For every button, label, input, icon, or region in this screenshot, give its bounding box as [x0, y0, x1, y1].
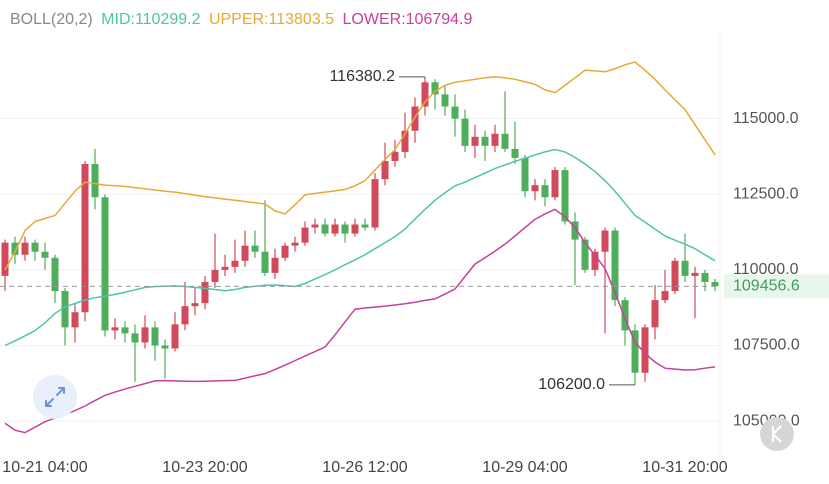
candle-body: [421, 82, 429, 107]
price-tag-label: 109456.6: [733, 278, 800, 295]
overlay: 105000.0107500.0110000.0112500.0115000.0…: [0, 68, 829, 476]
candle-body: [631, 330, 639, 373]
candle-body: [81, 164, 89, 313]
candle-body: [121, 327, 129, 334]
candle-body: [471, 136, 479, 146]
candle-body: [111, 327, 119, 331]
candle-body: [181, 306, 189, 325]
legend: BOLL(20,2) MID:110299.2 UPPER:113803.5 L…: [10, 11, 472, 28]
band-line: [4, 148, 716, 347]
candle-body: [461, 118, 469, 146]
candle-body: [171, 324, 179, 349]
candle-body: [241, 245, 249, 261]
candle-body: [331, 224, 339, 234]
candle-body: [621, 300, 629, 331]
candle-body: [251, 245, 259, 252]
candle-body: [381, 160, 389, 180]
y-tick-label: 110000.0: [733, 261, 799, 278]
candle-body: [541, 185, 549, 198]
grid: [0, 118, 720, 422]
candle-body: [601, 230, 609, 252]
candle-body: [301, 227, 309, 243]
candle-body: [441, 94, 449, 107]
band-line: [4, 61, 716, 271]
candle-body: [511, 148, 519, 158]
candle-body: [41, 251, 49, 258]
candle-body: [21, 242, 29, 255]
candle-body: [581, 239, 589, 270]
candle-body: [321, 224, 329, 234]
expand-button[interactable]: [33, 375, 77, 419]
x-tick-label: 10-23 20:00: [162, 459, 248, 476]
candle-body: [551, 170, 559, 198]
candle-body: [591, 251, 599, 270]
candle-body: [571, 221, 579, 240]
candle-body: [531, 185, 539, 192]
candle-body: [131, 333, 139, 343]
candle-body: [701, 272, 709, 282]
candle-body: [231, 260, 239, 267]
plot-area: [1, 61, 719, 434]
candle-body: [261, 251, 269, 273]
candle-body: [221, 266, 229, 270]
candle-body: [411, 106, 419, 131]
candle-body: [51, 257, 59, 292]
candle-body: [191, 303, 199, 307]
candle-body: [291, 242, 299, 246]
candle-body: [341, 224, 349, 234]
candle-body: [371, 179, 379, 228]
candle-body: [31, 242, 39, 252]
candle-body: [281, 245, 289, 258]
candle-body: [201, 281, 209, 304]
candle-body: [101, 197, 109, 331]
candle-body: [141, 327, 149, 343]
candle-body: [91, 164, 99, 198]
candle-body: [271, 257, 279, 273]
candle-body: [361, 224, 369, 228]
k-button[interactable]: [760, 417, 794, 451]
candle-body: [151, 327, 159, 346]
candle-body: [691, 272, 699, 276]
candle-body: [1, 242, 9, 276]
y-tick-label: 115000.0: [733, 110, 799, 127]
annotation-label: 116380.2: [329, 68, 395, 85]
x-tick-label: 10-21 04:00: [2, 459, 88, 476]
x-tick-label: 10-29 04:00: [482, 459, 568, 476]
x-tick-label: 10-31 20:00: [642, 459, 728, 476]
legend-entry: MID:110299.2: [101, 11, 200, 28]
candle-body: [451, 106, 459, 119]
candle-body: [501, 133, 509, 149]
legend-entry: LOWER:106794.9: [343, 11, 473, 28]
candle-body: [211, 269, 219, 282]
candle-body: [431, 82, 439, 95]
candle-body: [311, 224, 319, 228]
indicator-label: BOLL(20,2): [10, 11, 93, 28]
candle-body: [711, 281, 719, 287]
candle-body: [561, 170, 569, 222]
candle-body: [71, 312, 79, 328]
candle-body: [481, 136, 489, 146]
candle-body: [351, 224, 359, 234]
legend-entry: UPPER:113803.5: [209, 11, 334, 28]
candle-body: [661, 291, 669, 301]
candle-body: [11, 242, 19, 255]
y-tick-label: 107500.0: [733, 337, 800, 354]
candle-body: [641, 327, 649, 373]
candle-body: [391, 151, 399, 161]
y-tick-label: 112500.0: [733, 185, 799, 202]
x-tick-label: 10-26 12:00: [322, 459, 408, 476]
band-line: [4, 208, 716, 434]
candle-body: [161, 345, 169, 349]
candle-body: [671, 260, 679, 292]
candle-body: [651, 300, 659, 328]
annotation-label: 106200.0: [538, 376, 605, 393]
candle-body: [401, 130, 409, 152]
candle-body: [61, 291, 69, 328]
candle-body: [491, 133, 499, 146]
price-tag: [724, 274, 829, 299]
candle-body: [681, 260, 689, 276]
candle-body: [611, 230, 619, 301]
candle-body: [521, 157, 529, 192]
